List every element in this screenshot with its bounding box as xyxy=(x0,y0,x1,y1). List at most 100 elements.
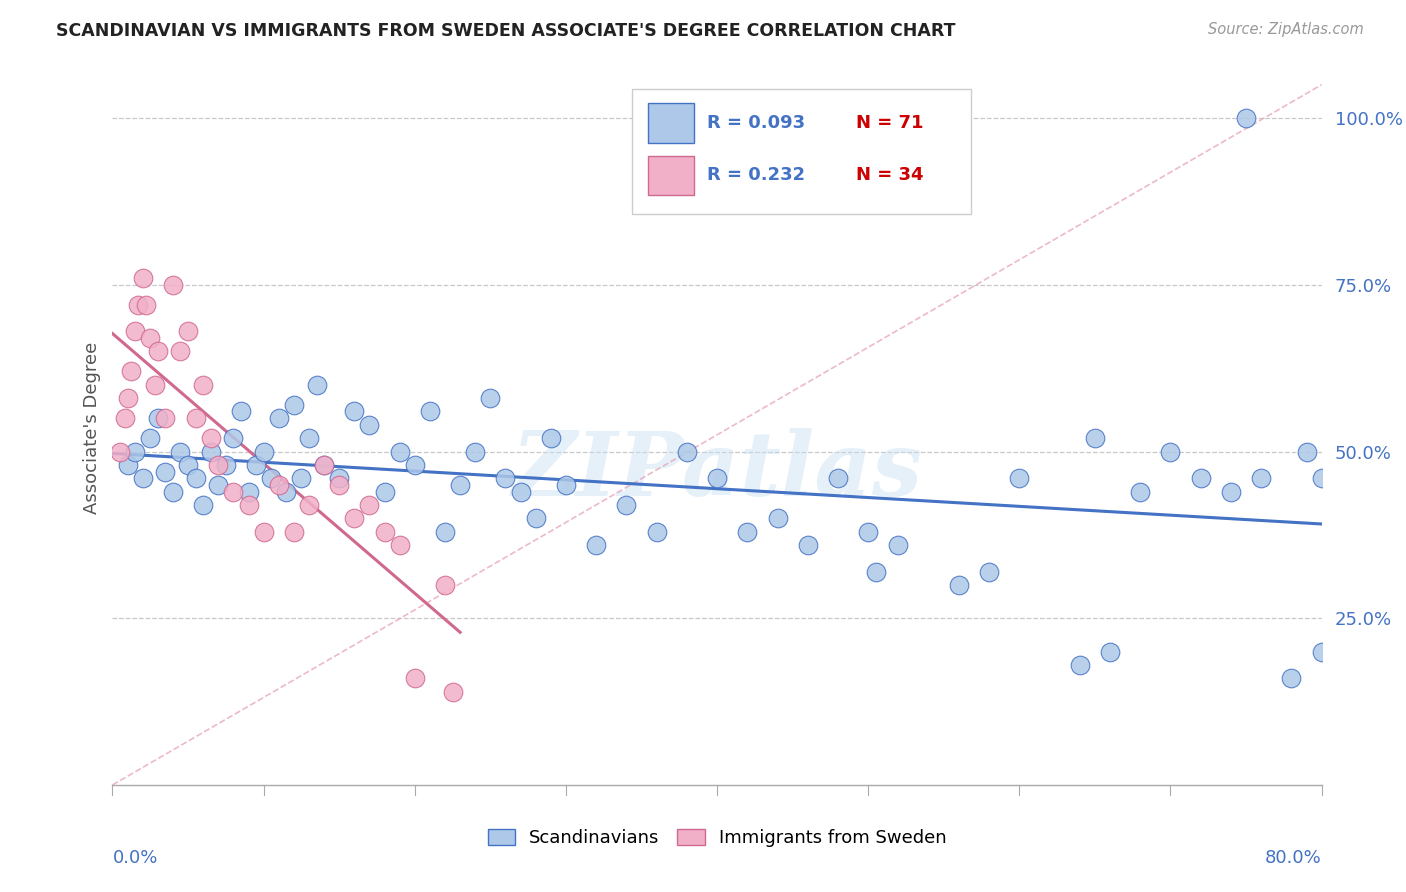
Point xyxy=(706,471,728,485)
Point xyxy=(676,444,699,458)
Point xyxy=(253,524,276,539)
Point xyxy=(229,404,252,418)
Point xyxy=(132,471,155,485)
Point xyxy=(464,444,486,458)
Point xyxy=(290,471,312,485)
Point xyxy=(177,325,200,339)
Point xyxy=(135,298,157,312)
Point xyxy=(127,298,149,312)
Point xyxy=(766,511,789,525)
Point xyxy=(314,458,336,472)
Point xyxy=(238,498,260,512)
Point xyxy=(479,391,502,405)
Point xyxy=(449,478,471,492)
Point xyxy=(139,331,162,345)
Point xyxy=(200,431,222,445)
Point xyxy=(554,478,576,492)
Point xyxy=(524,511,547,525)
Point xyxy=(1295,444,1317,458)
Point xyxy=(114,411,136,425)
Point xyxy=(305,377,328,392)
Point xyxy=(343,404,366,418)
Point xyxy=(328,478,350,492)
Point xyxy=(374,524,396,539)
Point xyxy=(120,364,142,378)
Point xyxy=(328,471,350,485)
Point xyxy=(388,444,411,458)
Point xyxy=(298,431,321,445)
Point xyxy=(155,411,177,425)
Text: N = 34: N = 34 xyxy=(856,166,924,184)
Point xyxy=(155,465,177,479)
Point xyxy=(887,538,910,552)
Point xyxy=(207,478,229,492)
Point xyxy=(177,458,200,472)
Point xyxy=(222,431,245,445)
FancyBboxPatch shape xyxy=(648,155,695,194)
Y-axis label: Associate's Degree: Associate's Degree xyxy=(83,342,101,515)
Point xyxy=(283,398,305,412)
Point xyxy=(979,565,1001,579)
Point xyxy=(117,458,139,472)
FancyBboxPatch shape xyxy=(633,89,972,214)
Point xyxy=(1310,644,1333,658)
Point xyxy=(434,524,457,539)
Point xyxy=(108,444,131,458)
Point xyxy=(215,458,238,472)
Point xyxy=(865,565,887,579)
Point xyxy=(162,484,184,499)
Point xyxy=(184,471,207,485)
Point xyxy=(191,377,215,392)
Point xyxy=(419,404,441,418)
Point xyxy=(143,377,166,392)
Point xyxy=(276,484,298,499)
Point xyxy=(343,511,366,525)
Point xyxy=(117,391,139,405)
Point xyxy=(540,431,562,445)
Point xyxy=(124,444,146,458)
Text: R = 0.093: R = 0.093 xyxy=(707,114,806,132)
Point xyxy=(1189,471,1212,485)
Point xyxy=(645,524,668,539)
Point xyxy=(169,344,191,359)
Point xyxy=(162,277,184,292)
Point xyxy=(238,484,260,499)
Point xyxy=(260,471,283,485)
Point xyxy=(267,411,290,425)
Point xyxy=(374,484,396,499)
Point xyxy=(948,578,970,592)
Point xyxy=(139,431,162,445)
Point xyxy=(434,578,457,592)
Point xyxy=(132,271,155,285)
Point xyxy=(1129,484,1152,499)
Point xyxy=(1159,444,1181,458)
Point xyxy=(616,498,638,512)
Text: R = 0.232: R = 0.232 xyxy=(707,166,806,184)
Point xyxy=(404,671,426,685)
Text: N = 71: N = 71 xyxy=(856,114,924,132)
Point xyxy=(796,538,818,552)
Point xyxy=(146,411,169,425)
Point xyxy=(1008,471,1031,485)
Point xyxy=(359,498,381,512)
Point xyxy=(169,444,191,458)
Text: SCANDINAVIAN VS IMMIGRANTS FROM SWEDEN ASSOCIATE'S DEGREE CORRELATION CHART: SCANDINAVIAN VS IMMIGRANTS FROM SWEDEN A… xyxy=(56,22,956,40)
Point xyxy=(222,484,245,499)
Point xyxy=(404,458,426,472)
Point xyxy=(1310,471,1333,485)
Text: 80.0%: 80.0% xyxy=(1265,849,1322,867)
Legend: Scandinavians, Immigrants from Sweden: Scandinavians, Immigrants from Sweden xyxy=(481,822,953,855)
Point xyxy=(200,444,222,458)
Point xyxy=(388,538,411,552)
Point xyxy=(283,524,305,539)
Point xyxy=(495,471,517,485)
Text: 0.0%: 0.0% xyxy=(112,849,157,867)
Point xyxy=(245,458,267,472)
Point xyxy=(191,498,215,512)
Point xyxy=(124,325,146,339)
Point xyxy=(267,478,290,492)
Point xyxy=(585,538,607,552)
Point xyxy=(858,524,880,539)
Point xyxy=(827,471,849,485)
Point xyxy=(1281,671,1303,685)
